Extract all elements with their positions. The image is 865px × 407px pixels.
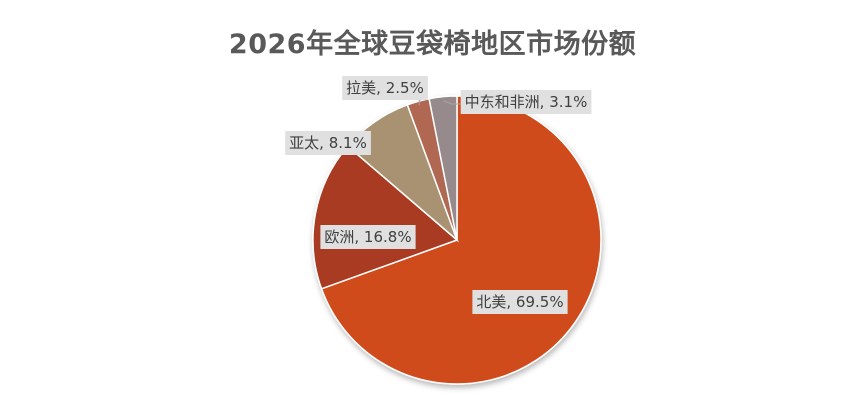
data-label-4: 拉美, 2.5% <box>342 76 428 100</box>
data-label-text: 北美, 69.5% <box>476 293 563 311</box>
pie-slice-2 <box>312 145 459 290</box>
pie-slice-5 <box>428 95 458 241</box>
data-label-box <box>285 131 371 155</box>
data-label-box <box>342 76 428 100</box>
data-label-2: 欧洲, 16.8% <box>320 225 416 249</box>
data-label-text: 中东和非洲, 3.1% <box>465 93 588 111</box>
data-label-text: 亚太, 8.1% <box>289 134 367 152</box>
data-label-3: 亚太, 8.1% <box>285 131 371 155</box>
data-labels: 北美, 69.5% 欧洲, 16.8% 亚太, 8.1% 拉美, 2.5% 中东和非洲,… <box>285 76 592 314</box>
data-label-1: 北美, 69.5% <box>472 290 568 314</box>
leader-line <box>443 100 461 105</box>
data-label-5: 中东和非洲, 3.1% <box>460 90 592 114</box>
data-label-box <box>460 90 592 114</box>
chart-title: 2026年全球豆袋椅地区市场份额 <box>228 29 637 60</box>
data-label-box <box>472 290 568 314</box>
data-label-text: 欧洲, 16.8% <box>324 228 411 246</box>
data-label-text: 拉美, 2.5% <box>346 79 424 97</box>
data-label-box <box>320 225 416 249</box>
